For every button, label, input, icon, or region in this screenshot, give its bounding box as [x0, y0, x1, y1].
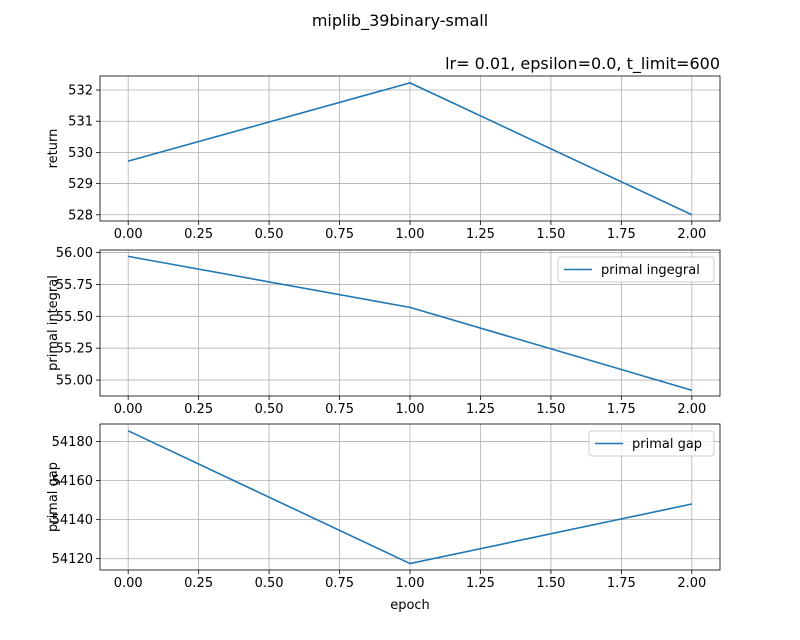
x-tick-label: 0.50: [255, 402, 284, 417]
y-tick-label: 55.25: [56, 342, 93, 357]
x-axis-label: epoch: [390, 598, 430, 613]
y-tick-label: 54180: [52, 435, 93, 450]
y-tick-label: 54120: [52, 552, 93, 567]
x-tick-label: 0.25: [184, 402, 213, 417]
x-tick-label: 1.50: [536, 227, 565, 242]
series-line: [127, 430, 692, 565]
x-tick-label: 0.75: [325, 576, 354, 591]
x-tick-label: 1.25: [466, 402, 495, 417]
legend-label: primal gap: [632, 437, 702, 452]
legend: primal ingegral: [557, 256, 715, 283]
x-tick-label: 0.25: [184, 576, 213, 591]
x-tick-label: 1.00: [396, 576, 425, 591]
figure-suptitle: miplib_39binary-small: [312, 11, 488, 31]
axes-frame: [99, 423, 721, 571]
y-tick-label: 531: [68, 115, 93, 130]
subplot-3: 0.00 0.25 0.50 0.75 1.00 1.25 1.50 1.75 2.00 5412…: [46, 423, 721, 613]
x-tick-label: 0.75: [325, 227, 354, 242]
x-tick-label: 1.00: [396, 227, 425, 242]
x-tick-label: 0.00: [114, 402, 143, 417]
y-tick-label: 532: [68, 84, 93, 99]
subplot-2: 0.00 0.25 0.50 0.75 1.00 1.25 1.50 1.75 2.00 55.0…: [46, 246, 721, 417]
y-tick-label: 54140: [52, 513, 93, 528]
series-line: [128, 255, 693, 392]
x-tick-label: 2.00: [677, 402, 706, 417]
x-tick-label: 0.50: [255, 576, 284, 591]
x-tick-label: 0.00: [114, 227, 143, 242]
y-axis-label: primal integral: [46, 275, 61, 371]
x-tick-label: 1.50: [536, 402, 565, 417]
x-tick-label: 2.00: [677, 227, 706, 242]
legend-box: [557, 256, 715, 283]
x-tick-label: 1.50: [536, 576, 565, 591]
legend-box: [588, 430, 715, 457]
x-tick-label: 1.75: [607, 402, 636, 417]
y-tick-label: 529: [68, 177, 93, 192]
y-tick-label: 528: [68, 208, 93, 223]
legend-label: primal ingegral: [601, 263, 700, 278]
axes-frame: [99, 75, 721, 222]
x-tick-label: 0.50: [255, 227, 284, 242]
x-tick-label: 1.00: [396, 402, 425, 417]
subplot-1: 0.00 0.25 0.50 0.75 1.00 1.25 1.50 1.75 2.00 528 5…: [46, 54, 721, 242]
x-tick-label: 1.25: [466, 227, 495, 242]
x-tick-label: 0.75: [325, 402, 354, 417]
y-tick-label: 55.50: [56, 310, 93, 325]
y-axis-label: return: [46, 129, 61, 169]
plots-container: 0.00 0.25 0.50 0.75 1.00 1.25 1.50 1.75 2.00 528 5…: [46, 54, 721, 613]
axes-frame: [99, 249, 721, 397]
y-tick-label: 530: [68, 146, 93, 161]
legend: primal gap: [588, 430, 715, 457]
x-tick-label: 1.25: [466, 576, 495, 591]
x-tick-label: 2.00: [677, 576, 706, 591]
y-tick-label: 55.00: [56, 374, 93, 389]
x-tick-label: 0.00: [114, 576, 143, 591]
x-tick-label: 1.75: [607, 576, 636, 591]
series-line: [127, 82, 693, 216]
y-tick-label: 55.75: [56, 278, 93, 293]
y-axis-label: primal gap: [46, 462, 61, 532]
x-tick-label: 1.75: [607, 227, 636, 242]
subplot-title: lr= 0.01, epsilon=0.0, t_limit=600: [445, 54, 720, 74]
y-tick-label: 56.00: [56, 246, 93, 261]
x-tick-label: 0.25: [184, 227, 213, 242]
y-tick-label: 54160: [52, 474, 93, 489]
